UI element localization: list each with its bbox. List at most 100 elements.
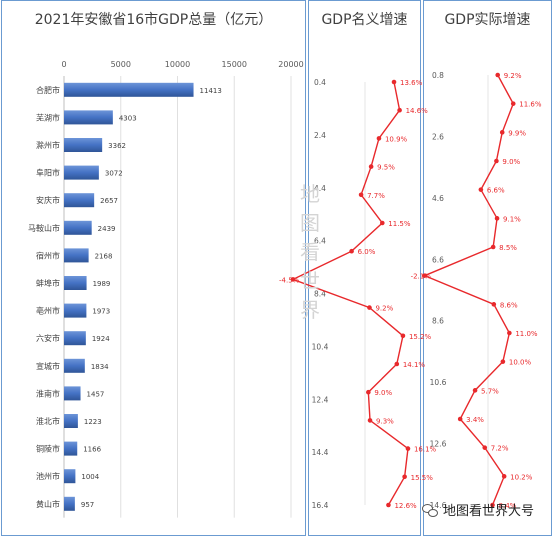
bar-value-label: 2168 bbox=[95, 252, 113, 260]
data-label: 9.0% bbox=[374, 389, 392, 397]
bar bbox=[64, 193, 95, 208]
data-label: 6.6% bbox=[487, 187, 505, 195]
bar-value-label: 2657 bbox=[100, 197, 118, 205]
bar-value-label: 4303 bbox=[119, 114, 137, 122]
x-tick-label: 10000 bbox=[165, 60, 190, 69]
data-label: 9.3% bbox=[376, 417, 394, 425]
y-tick-label: 2.4 bbox=[314, 131, 326, 140]
y-tick-label: 6.4 bbox=[314, 237, 326, 246]
data-label: -2.1% bbox=[411, 273, 432, 281]
bar bbox=[64, 496, 75, 511]
category-label: 池州市 bbox=[36, 471, 60, 481]
bar bbox=[64, 303, 87, 318]
watermark-char: 图 bbox=[300, 211, 320, 235]
data-point bbox=[358, 192, 364, 198]
y-tick-label: 8.4 bbox=[314, 290, 326, 299]
bar bbox=[64, 441, 78, 456]
bar bbox=[64, 469, 76, 484]
data-point bbox=[491, 302, 497, 307]
data-label: 6.0% bbox=[358, 248, 376, 256]
data-label: 14.6% bbox=[406, 107, 429, 115]
data-point bbox=[380, 220, 385, 226]
watermark: 地 图 看 世 界 bbox=[298, 180, 322, 325]
category-label: 六安市 bbox=[36, 333, 60, 343]
bar-value-label: 1924 bbox=[92, 335, 110, 343]
bar-value-label: 2439 bbox=[98, 225, 116, 233]
wechat-icon bbox=[422, 503, 438, 517]
data-label: 9.1% bbox=[503, 215, 521, 223]
bar-value-label: 957 bbox=[81, 501, 94, 509]
bar-value-label: 11413 bbox=[200, 87, 222, 95]
data-point bbox=[368, 164, 374, 169]
data-label: 14.1% bbox=[403, 361, 426, 369]
data-label: 5.7% bbox=[481, 387, 499, 395]
bar bbox=[64, 248, 89, 263]
data-point bbox=[290, 277, 296, 282]
nominal-growth-title: GDP名义增速 bbox=[321, 12, 408, 28]
data-point bbox=[510, 101, 516, 106]
category-label: 淮北市 bbox=[36, 416, 60, 426]
category-label: 合肥市 bbox=[36, 85, 60, 95]
watermark-char: 界 bbox=[300, 298, 320, 322]
x-tick-label: 20000 bbox=[278, 60, 303, 69]
y-tick-label: 10.4 bbox=[312, 342, 329, 351]
data-label: 15.5% bbox=[411, 474, 434, 482]
y-tick-label: 12.4 bbox=[312, 395, 329, 404]
bar bbox=[64, 331, 86, 346]
data-label: 16.1% bbox=[414, 446, 437, 454]
data-label: 3.4% bbox=[466, 416, 484, 424]
category-label: 芜湖市 bbox=[36, 112, 60, 122]
x-tick-label: 15000 bbox=[222, 60, 247, 69]
data-point bbox=[376, 136, 382, 141]
watermark-char: 地 bbox=[300, 182, 320, 206]
category-label: 宿州市 bbox=[36, 250, 60, 260]
data-label: 9.5% bbox=[377, 164, 395, 172]
data-point bbox=[490, 244, 496, 250]
data-point bbox=[402, 474, 407, 480]
data-point bbox=[495, 72, 501, 78]
data-point bbox=[500, 359, 506, 364]
bar bbox=[64, 220, 92, 235]
data-point bbox=[391, 79, 397, 85]
data-point bbox=[422, 273, 427, 278]
bar-value-label: 1834 bbox=[91, 363, 109, 371]
data-label: 9.2% bbox=[375, 305, 393, 313]
y-tick-label: 2.6 bbox=[432, 132, 444, 141]
data-point bbox=[472, 388, 478, 393]
watermark-char: 看 bbox=[300, 240, 320, 264]
data-point bbox=[405, 446, 411, 451]
bar bbox=[64, 386, 81, 401]
bar-value-label: 1457 bbox=[87, 390, 105, 398]
y-tick-label: 14.4 bbox=[312, 448, 329, 457]
category-label: 蚌埠市 bbox=[36, 278, 60, 288]
data-label: 15.2% bbox=[409, 333, 432, 341]
bar-value-label: 3362 bbox=[108, 142, 126, 150]
x-tick-label: 0 bbox=[61, 60, 66, 69]
category-label: 黄山市 bbox=[36, 499, 60, 509]
category-label: 亳州市 bbox=[36, 306, 60, 316]
data-label: 7.2% bbox=[491, 445, 509, 453]
category-label: 淮南市 bbox=[36, 388, 60, 398]
data-point bbox=[366, 389, 371, 395]
y-tick-label: 6.6 bbox=[432, 255, 444, 264]
data-label: 12.6% bbox=[394, 502, 417, 510]
series-line bbox=[291, 81, 409, 506]
data-point bbox=[494, 216, 500, 221]
data-point bbox=[501, 474, 507, 479]
data-label: 8.4% bbox=[499, 502, 517, 510]
data-point bbox=[400, 333, 406, 339]
bar bbox=[64, 358, 85, 373]
data-label: 10.0% bbox=[509, 359, 532, 367]
bar bbox=[64, 165, 99, 180]
data-point bbox=[494, 158, 499, 164]
y-tick-label: 8.6 bbox=[432, 317, 444, 326]
bar-value-label: 1223 bbox=[84, 418, 102, 426]
y-tick-label: 0.4 bbox=[314, 78, 326, 87]
y-tick-label: 0.8 bbox=[432, 71, 444, 80]
category-label: 宣城市 bbox=[36, 361, 60, 371]
category-label: 铜陵市 bbox=[36, 444, 60, 454]
brand-badge: 地图看世界大号 bbox=[422, 500, 534, 519]
series-line bbox=[422, 74, 515, 506]
data-point bbox=[499, 130, 505, 135]
data-point bbox=[386, 502, 391, 508]
